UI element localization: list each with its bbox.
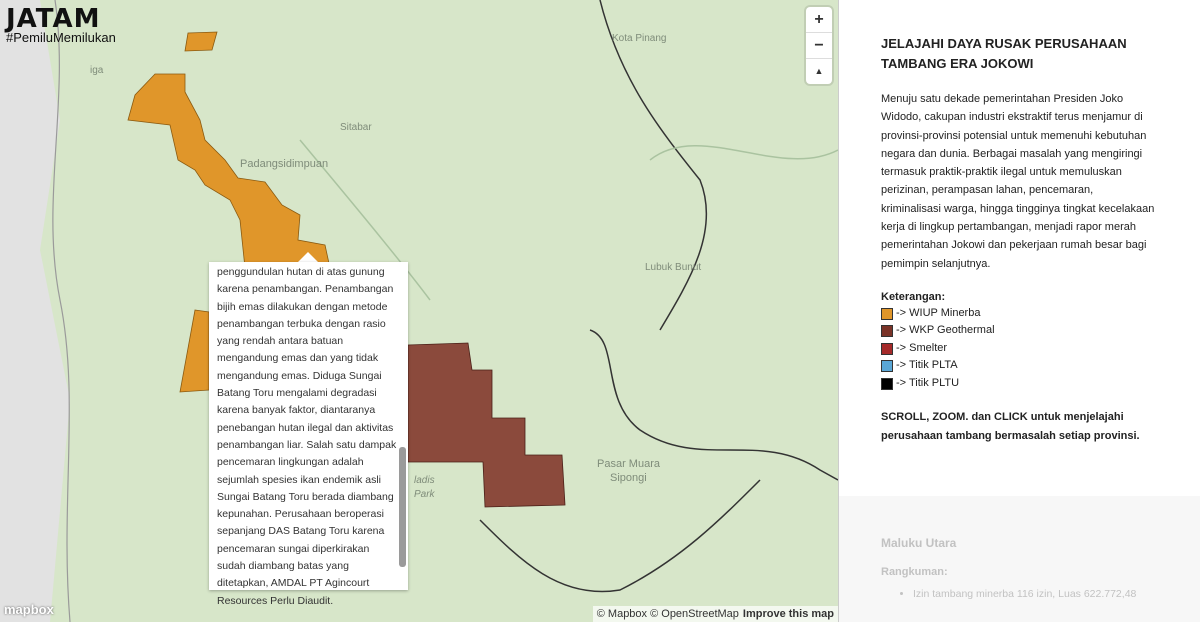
- popup-line: penambangan liar. Salah satu dampak: [217, 438, 397, 451]
- popup-line: penambangan terbuka dengan rasio: [217, 317, 386, 330]
- popup-line: pencemaran lingkungan adalah: [217, 456, 364, 469]
- legend-item: -> WIUP Minerba: [881, 305, 1156, 323]
- legend-item: -> Smelter: [881, 340, 1156, 358]
- legend-swatch: [881, 342, 893, 355]
- intro-text: Menuju satu dekade pemerintahan Presiden…: [881, 93, 1155, 270]
- reset-north[interactable]: ▲: [814, 66, 824, 76]
- wiup-area[interactable]: [127, 73, 331, 269]
- zoom-controls: + − ▲: [806, 7, 832, 84]
- legend-label: -> WKP Geothermal: [896, 324, 995, 337]
- popup-line: mengandung emas. Diduga Sungai: [217, 369, 382, 382]
- scrollbar[interactable]: [399, 447, 406, 567]
- mapbox-logo[interactable]: mapbox: [4, 602, 54, 617]
- popup-line: penggundulan hutan di atas gunung: [217, 266, 385, 278]
- legend-label: -> Titik PLTU: [896, 376, 960, 389]
- map-shapes: [0, 0, 838, 622]
- place-label: Sipongi: [610, 472, 647, 484]
- legend-swatch: [881, 360, 893, 373]
- legend-item: -> WKP Geothermal: [881, 322, 1156, 340]
- place-label: Pasar Muara: [597, 458, 660, 470]
- popup-line: ditetapkan, AMDAL PT Agincourt: [217, 577, 370, 590]
- place-label: iga: [90, 65, 104, 76]
- legend-label: -> Smelter: [896, 341, 948, 354]
- popup-line: Resources Perlu Diaudit.: [217, 594, 334, 607]
- logo: JATAM #PemiluMemilukan: [6, 4, 116, 45]
- coastline: [52, 0, 71, 622]
- wiup-area[interactable]: [179, 309, 210, 393]
- legend-swatch: [881, 325, 893, 338]
- popup[interactable]: penggundulan hutan di atas gunung karena …: [209, 262, 408, 607]
- attribution: © Mapbox © OpenStreetMap Improve this map: [592, 606, 838, 622]
- legend-item: -> Titik PLTU: [881, 375, 1156, 393]
- border: [479, 0, 838, 593]
- popup-line: pencemaran sungai diperkirakan: [217, 542, 370, 555]
- summary-list: Izin tambang minerba 116 izin, Luas 622.…: [897, 586, 1136, 602]
- sidebar-title: JELAJAHI DAYA RUSAK PERUSAHAAN TAMBANG E…: [881, 36, 1127, 71]
- popup-line: Sungai Batang Toru berada diambang: [217, 490, 394, 503]
- legend: -> WIUP Minerba -> WKP Geothermal -> Smelt…: [881, 305, 1156, 393]
- legend-swatch: [881, 377, 893, 390]
- zoom-out[interactable]: −: [806, 33, 832, 59]
- place-label: ladis: [414, 475, 435, 486]
- popup-line: kepunahan. Perusahaan beroperasi: [217, 508, 384, 521]
- legend-item: -> Titik PLTA: [881, 357, 1156, 375]
- wiup-area[interactable]: [184, 31, 218, 52]
- popup-line: sepanjang DAS Batang Toru karena: [217, 525, 385, 538]
- popup-line: sejumlah spesies ikan endemik asli: [217, 473, 381, 486]
- geothermal-area[interactable]: [407, 342, 566, 508]
- popup-line: Batang Toru mengalami degradasi: [217, 387, 377, 400]
- popup-line: bijih emas dilakukan dengan metode: [217, 300, 388, 313]
- place-label: Lubuk Bunut: [645, 262, 702, 273]
- place-label: Park: [414, 489, 435, 500]
- legend-title: Keterangan:: [881, 290, 946, 303]
- attribution-text[interactable]: © Mapbox © OpenStreetMap: [596, 608, 739, 620]
- place-label: Padangsidimpuan: [240, 158, 329, 170]
- place-label: Sitabar: [340, 122, 372, 133]
- summary-item: Izin tambang minerba 116 izin, Luas 622.…: [913, 586, 1136, 602]
- popup-line: mengandung emas dan yang tidak: [217, 352, 379, 365]
- legend-swatch: [881, 307, 893, 320]
- logo-title: JATAM: [6, 4, 101, 34]
- zoom-in[interactable]: +: [806, 7, 832, 33]
- sidebar: JELAJAHI DAYA RUSAK PERUSAHAAN TAMBANG E…: [838, 0, 1200, 622]
- improve-link[interactable]: Improve this map: [742, 608, 834, 620]
- popup-line: yang rendah antara batuan: [217, 335, 344, 348]
- popup-tip: [298, 252, 318, 262]
- popup-line: karena penambangan. Penambangan: [217, 283, 394, 296]
- sea: [0, 0, 70, 622]
- legend-label: -> Titik PLTA: [896, 359, 958, 372]
- popup-line: karena banyak faktor, diantaranya: [217, 404, 376, 417]
- map[interactable]: Kota Pinang Sitabar Padangsidimpuan Lubu…: [0, 0, 838, 622]
- place-label: Kota Pinang: [612, 33, 667, 44]
- popup-text: penggundulan hutan di atas gunung karena …: [217, 264, 397, 610]
- intro-section: JELAJAHI DAYA RUSAK PERUSAHAAN TAMBANG E…: [881, 34, 1156, 445]
- river: [299, 139, 838, 301]
- popup-line: sudah diambang batas yang: [217, 560, 349, 573]
- legend-label: -> WIUP Minerba: [896, 306, 981, 319]
- popup-line: penebangan hutan ilegal dan aktivitas: [217, 421, 394, 434]
- province-name: Maluku Utara: [881, 536, 957, 550]
- summary-title: Rangkuman:: [881, 566, 948, 578]
- instruction: SCROLL, ZOOM. dan CLICK untuk menjelajah…: [881, 411, 1140, 442]
- province-section: Maluku Utara Rangkuman: Izin tambang min…: [839, 496, 1200, 622]
- logo-tagline: #PemiluMemilukan: [6, 30, 116, 45]
